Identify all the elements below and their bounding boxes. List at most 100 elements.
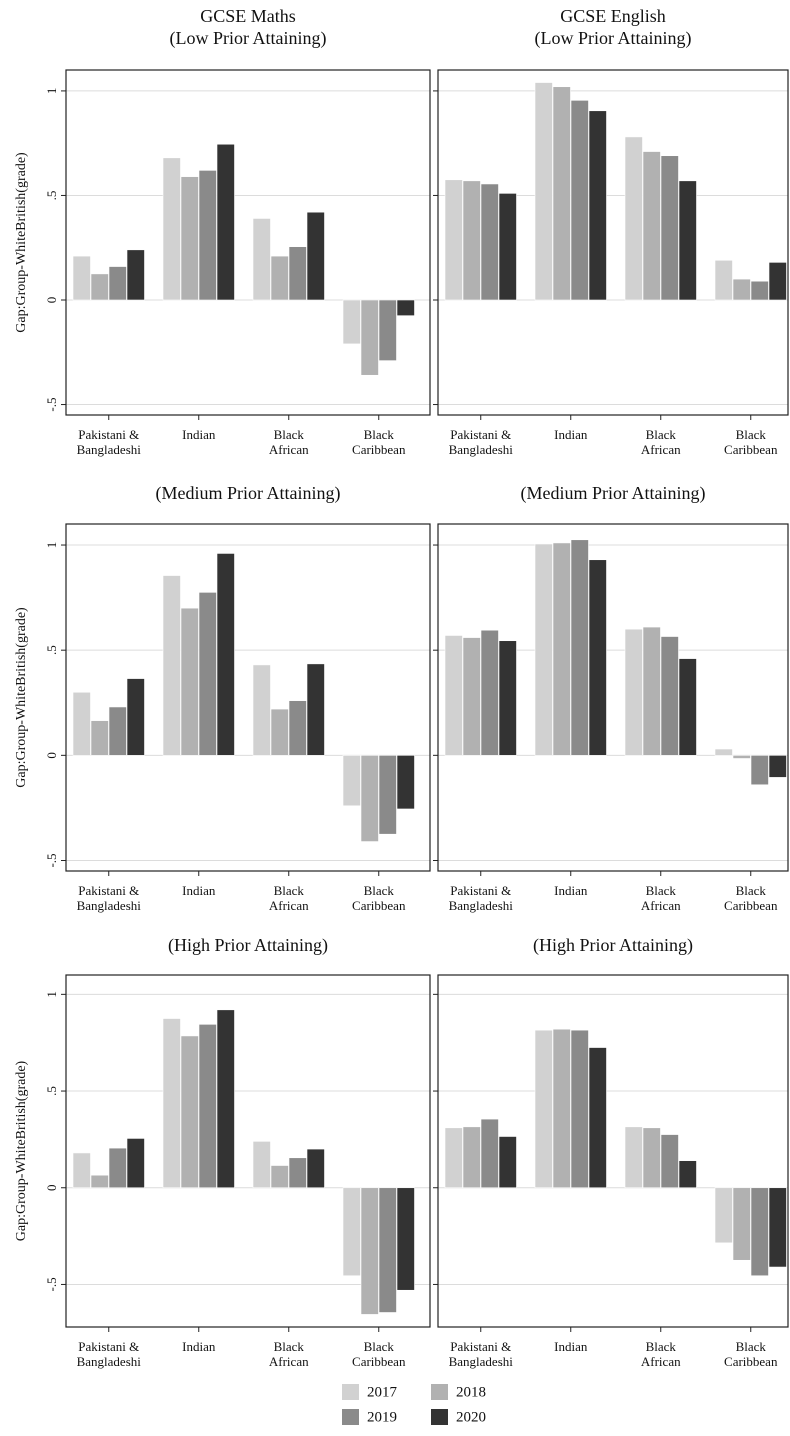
bar-2017 (162, 1018, 181, 1189)
y-tick-label: -.5 (44, 397, 59, 411)
panel-4: (Medium Prior Attaining) Pakistani &Bangl… (433, 483, 789, 913)
bar-2019 (378, 299, 397, 361)
bar-2018 (732, 1187, 751, 1261)
bar-2020 (396, 299, 415, 316)
y-tick-label: 1 (44, 991, 59, 998)
bar-2017 (714, 748, 733, 756)
legend-item-2020: 2020 (431, 1409, 486, 1425)
bar-2017 (714, 259, 733, 301)
bar-2017 (624, 628, 643, 756)
bar-2017 (342, 755, 361, 807)
legend-label: 2018 (456, 1384, 486, 1400)
y-tick-label: .5 (44, 191, 59, 201)
bar-2020 (216, 1009, 235, 1189)
y-tick-label: .5 (44, 645, 59, 655)
x-tick-label: Pakistani & (78, 883, 139, 898)
legend-item-2018: 2018 (431, 1384, 486, 1400)
bar-2020 (306, 1148, 325, 1189)
x-tick-label: Black (646, 427, 677, 442)
bar-2018 (642, 626, 661, 756)
bar-2017 (72, 255, 91, 301)
bar-2019 (660, 636, 679, 756)
x-tick-label: Bangladeshi (77, 442, 142, 457)
bar-2018 (462, 637, 481, 756)
plot-frame (65, 69, 431, 416)
panel-5: (High Prior Attaining) -.5 0 .5 1 Gap:Group-W… (14, 935, 431, 1369)
x-tick-label: African (269, 442, 309, 457)
x-tick-label: Pakistani & (450, 1339, 511, 1354)
x-tick-label: Black (646, 883, 677, 898)
x-tick-label: African (641, 1354, 681, 1369)
bar-2017 (624, 1126, 643, 1189)
x-tick-label: Caribbean (724, 1354, 778, 1369)
bar-2017 (342, 1187, 361, 1277)
bar-2020 (216, 553, 235, 756)
x-tick-label: Black (274, 427, 305, 442)
y-tick-label: 0 (44, 752, 59, 759)
bar-2019 (570, 1029, 589, 1189)
x-tick-label: Bangladeshi (77, 1354, 142, 1369)
bar-2019 (660, 1134, 679, 1189)
bar-2019 (480, 629, 499, 756)
panel-title: (High Prior Attaining) (533, 935, 693, 956)
bar-2018 (360, 755, 379, 842)
bar-2017 (162, 575, 181, 756)
x-tick-label: Pakistani & (78, 1339, 139, 1354)
bar-2020 (126, 678, 145, 756)
x-tick-label: Bangladeshi (77, 898, 142, 913)
bar-2019 (660, 155, 679, 301)
bar-2017 (534, 1029, 553, 1189)
bar-2018 (642, 151, 661, 301)
bar-2020 (498, 640, 517, 756)
x-tick-label: Black (364, 883, 395, 898)
bar-2020 (498, 1136, 517, 1189)
legend-item-2019: 2019 (342, 1409, 397, 1425)
x-tick-label: Caribbean (352, 442, 406, 457)
bar-2020 (126, 249, 145, 301)
bar-2018 (180, 607, 199, 756)
bar-2017 (72, 1152, 91, 1189)
x-tick-label: Bangladeshi (449, 442, 514, 457)
bar-2020 (588, 1047, 607, 1189)
bar-2020 (678, 180, 697, 301)
x-tick-label: African (269, 898, 309, 913)
x-tick-label: Indian (182, 1339, 216, 1354)
bar-2019 (198, 592, 217, 756)
panel-2: GCSE English(Low Prior Attaining) Pakista… (433, 6, 789, 457)
x-tick-label: African (269, 1354, 309, 1369)
legend-item-2017: 2017 (342, 1384, 398, 1400)
bar-2019 (378, 755, 397, 835)
bar-2019 (198, 1024, 217, 1189)
legend-label: 2017 (367, 1384, 398, 1400)
legend-swatch (431, 1409, 448, 1425)
bar-2020 (588, 110, 607, 301)
bar-2020 (678, 1160, 697, 1189)
plot-frame (437, 69, 789, 416)
x-tick-label: Indian (554, 883, 588, 898)
panel-title: GCSE Maths (200, 6, 296, 26)
bar-2018 (642, 1127, 661, 1189)
bar-2018 (360, 299, 379, 376)
bar-2018 (270, 255, 289, 301)
bar-2019 (288, 246, 307, 301)
bar-2019 (750, 755, 769, 786)
bar-2018 (270, 1165, 289, 1189)
y-tick-label: 1 (44, 88, 59, 95)
bar-2017 (624, 136, 643, 301)
bar-2018 (552, 86, 571, 301)
x-tick-label: Caribbean (352, 898, 406, 913)
panel-title: (High Prior Attaining) (168, 935, 328, 956)
bar-2017 (162, 157, 181, 301)
bar-2020 (768, 755, 787, 778)
bar-2017 (342, 299, 361, 345)
bar-2019 (108, 706, 127, 756)
bar-2020 (396, 755, 415, 810)
x-tick-label: African (641, 442, 681, 457)
bar-2020 (498, 193, 517, 301)
bar-2019 (750, 1187, 769, 1277)
x-tick-label: Caribbean (724, 442, 778, 457)
x-tick-label: African (641, 898, 681, 913)
plot-frame (437, 974, 789, 1328)
x-tick-label: Caribbean (352, 1354, 406, 1369)
bar-2018 (90, 1174, 109, 1189)
